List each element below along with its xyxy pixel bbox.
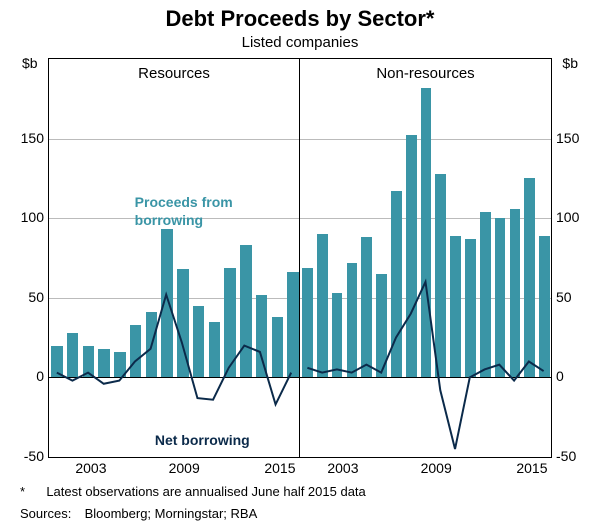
x-tick-label: 2015 bbox=[264, 460, 295, 476]
bar bbox=[347, 263, 358, 378]
y-tick-left: 50 bbox=[4, 289, 44, 305]
y-tick-left: -50 bbox=[4, 448, 44, 464]
bar bbox=[146, 312, 157, 377]
bar bbox=[391, 191, 402, 377]
y-tick-right: 50 bbox=[556, 289, 596, 305]
y-tick-right: 0 bbox=[556, 368, 596, 384]
y-tick-right: 100 bbox=[556, 209, 596, 225]
bar bbox=[51, 346, 62, 378]
footnote-text: Latest observations are annualised June … bbox=[46, 484, 365, 499]
sources: Sources: Bloomberg; Morningstar; RBA bbox=[20, 506, 257, 521]
bar bbox=[376, 274, 387, 377]
bar bbox=[524, 178, 535, 377]
footnote: * Latest observations are annualised Jun… bbox=[20, 484, 580, 499]
annotation: Proceeds from bbox=[135, 194, 233, 210]
line-overlay bbox=[49, 59, 299, 457]
bar bbox=[177, 269, 188, 377]
y-tick-left: 150 bbox=[4, 130, 44, 146]
chart-container: Debt Proceeds by Sector* Listed companie… bbox=[0, 0, 600, 529]
bar bbox=[224, 268, 235, 378]
y-tick-left: 100 bbox=[4, 209, 44, 225]
bar bbox=[465, 239, 476, 378]
chart-area: Resources Proceeds from borrowing Net borr… bbox=[48, 58, 552, 458]
bar bbox=[435, 174, 446, 378]
bar bbox=[332, 293, 343, 377]
bar bbox=[98, 349, 109, 378]
y-tick-left: 0 bbox=[4, 368, 44, 384]
bar bbox=[287, 272, 298, 377]
bar bbox=[256, 295, 267, 378]
x-tick-label: 2003 bbox=[75, 460, 106, 476]
bar bbox=[361, 237, 372, 377]
bar bbox=[317, 234, 328, 377]
panel-title-resources: Resources bbox=[49, 65, 299, 82]
bar bbox=[421, 88, 432, 378]
bar bbox=[193, 306, 204, 378]
footnote-marker: * bbox=[20, 484, 25, 499]
bar bbox=[161, 229, 172, 377]
bar bbox=[209, 322, 220, 378]
bar bbox=[83, 346, 94, 378]
sources-text: Bloomberg; Morningstar; RBA bbox=[85, 506, 258, 521]
bar bbox=[67, 333, 78, 378]
bar bbox=[450, 236, 461, 378]
bar bbox=[114, 352, 125, 377]
bar bbox=[130, 325, 141, 378]
y-tick-right: -50 bbox=[556, 448, 596, 464]
chart-title: Debt Proceeds by Sector* bbox=[0, 0, 600, 32]
annotation: Net borrowing bbox=[155, 432, 250, 448]
bar bbox=[510, 209, 521, 378]
x-tick-label: 2015 bbox=[516, 460, 547, 476]
panel-title-nonresources: Non-resources bbox=[300, 65, 551, 82]
bar bbox=[539, 236, 550, 378]
bar bbox=[240, 245, 251, 377]
x-tick-label: 2009 bbox=[169, 460, 200, 476]
x-tick-label: 2003 bbox=[327, 460, 358, 476]
panel-resources: Resources Proceeds from borrowing Net borr… bbox=[49, 59, 300, 457]
y-tick-right: 150 bbox=[556, 130, 596, 146]
y-unit-right: $b bbox=[562, 55, 578, 71]
bar bbox=[480, 212, 491, 378]
bar bbox=[495, 218, 506, 377]
sources-label: Sources: bbox=[20, 506, 71, 521]
bar bbox=[272, 317, 283, 377]
bar bbox=[406, 135, 417, 377]
annotation: borrowing bbox=[135, 212, 203, 228]
x-tick-label: 2009 bbox=[421, 460, 452, 476]
panel-nonresources: Non-resources bbox=[300, 59, 551, 457]
chart-subtitle: Listed companies bbox=[0, 34, 600, 51]
y-unit-left: $b bbox=[22, 55, 38, 71]
bar bbox=[302, 268, 313, 378]
